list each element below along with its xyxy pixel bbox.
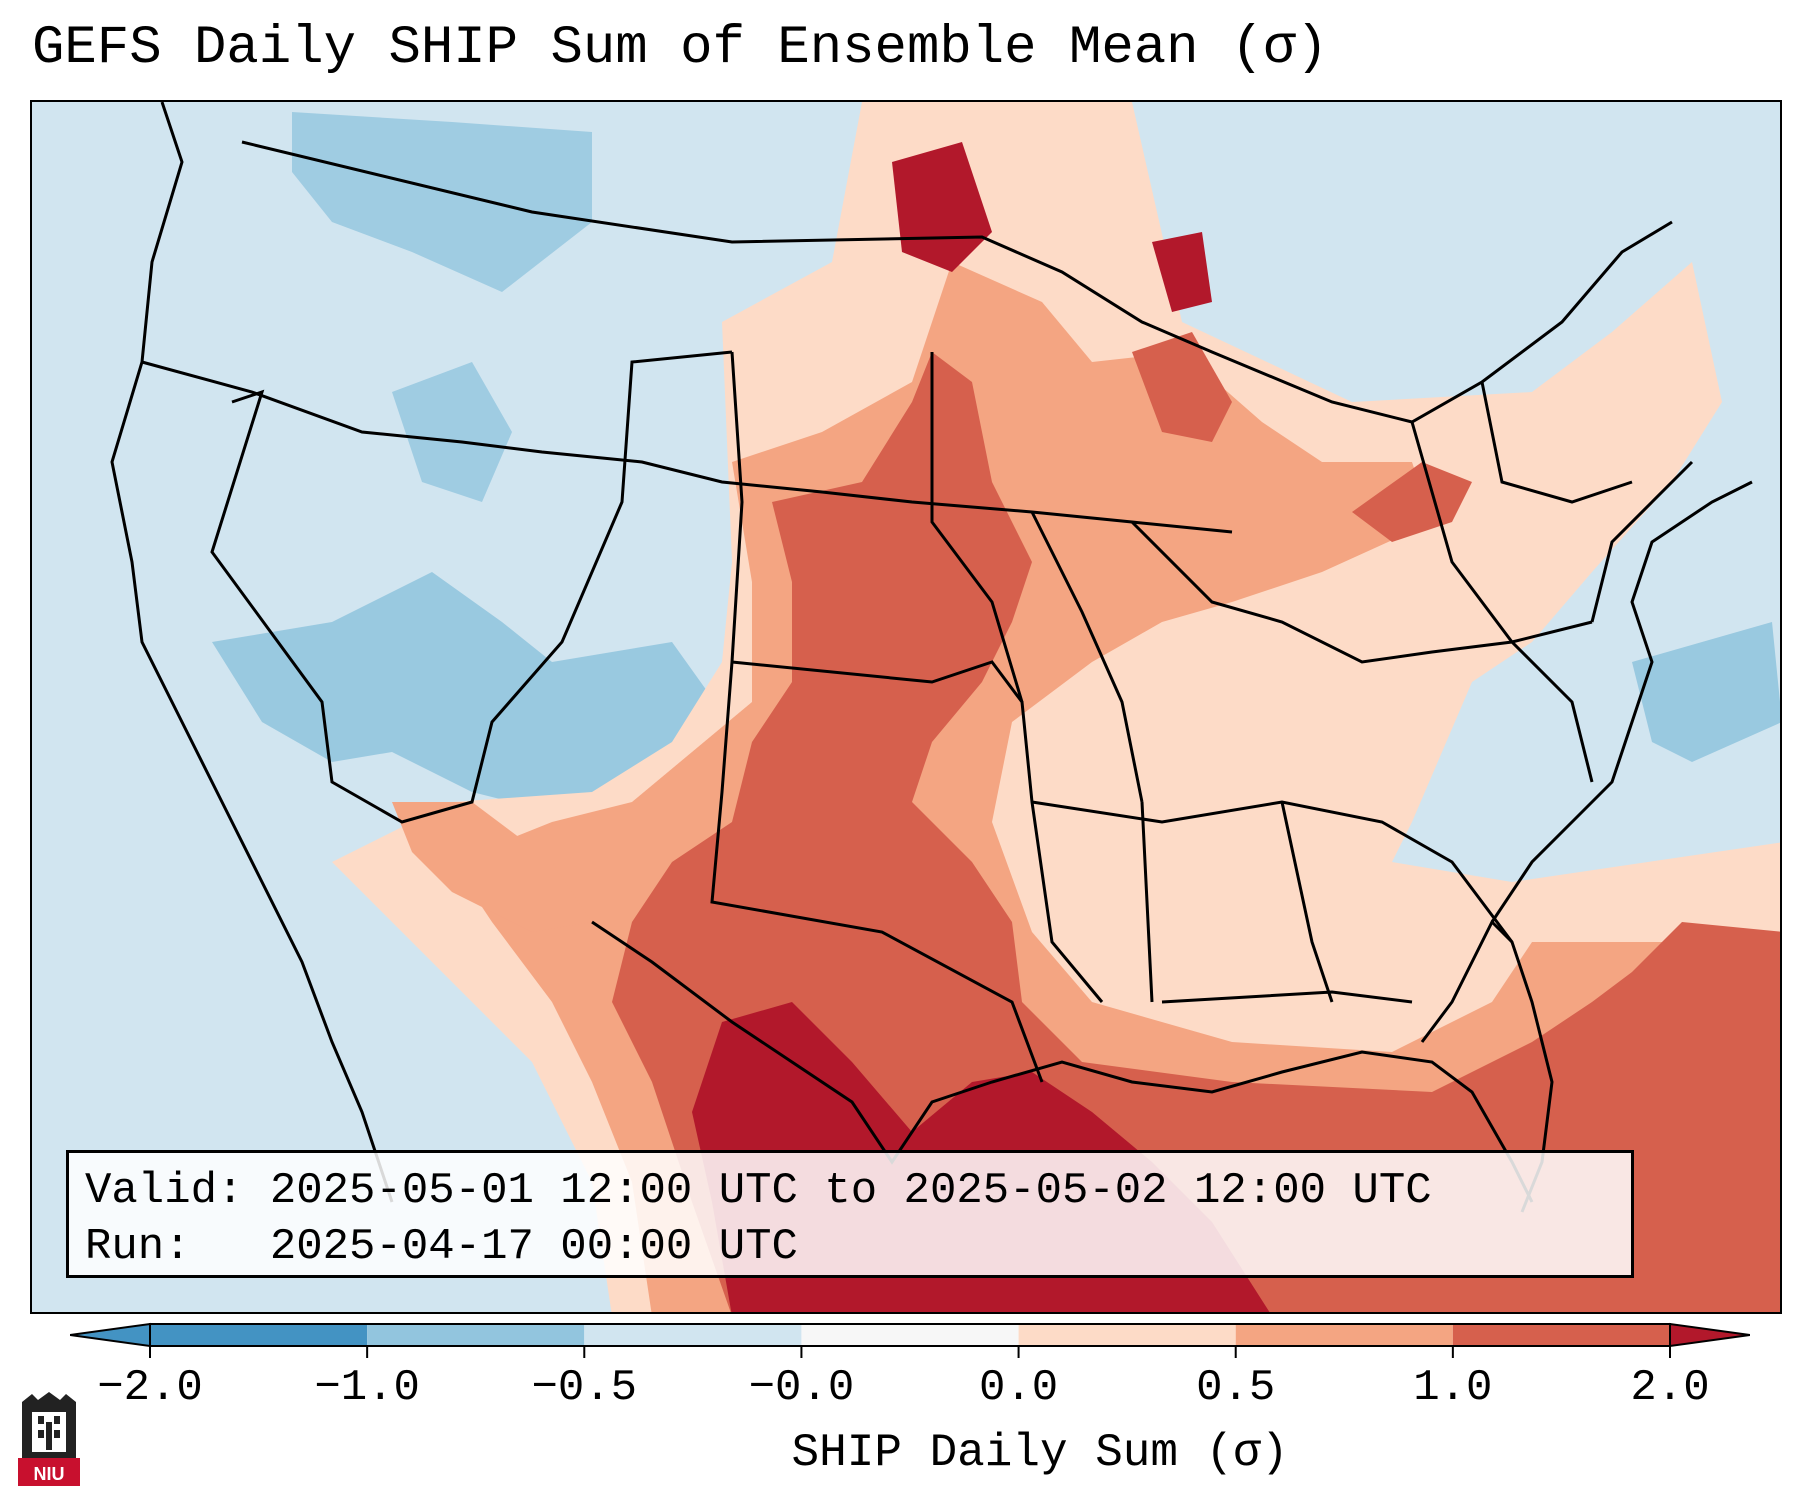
pos-anomaly-strong-greatlakes — [1132, 332, 1232, 442]
neg-anomaly-northwest — [292, 112, 592, 292]
colorbar-tick-label: −0.0 — [748, 1363, 855, 1413]
coastline-west — [110, 102, 394, 1203]
valid-value: 2025-05-01 12:00 UTC to 2025-05-02 12:00… — [269, 1166, 1432, 1216]
gulf-coastline — [591, 920, 1534, 1203]
niu-logo: NIU — [18, 1392, 80, 1486]
map-title: GEFS Daily SHIP Sum of Ensemble Mean (σ) — [32, 18, 1329, 79]
pos-anomaly-southwest — [392, 802, 592, 932]
valid-line: Valid: 2025-05-01 12:00 UTC to 2025-05-0… — [85, 1163, 1631, 1219]
colorbar-tick-label: 1.0 — [1413, 1363, 1493, 1413]
valid-run-info-box: Valid: 2025-05-01 12:00 UTC to 2025-05-0… — [66, 1150, 1634, 1278]
state-lines-central — [710, 351, 1044, 1083]
colorbar-tick-label: 2.0 — [1630, 1363, 1710, 1413]
colorbar-tick-label: −2.0 — [97, 1363, 203, 1413]
colorbar-segment — [1018, 1324, 1236, 1346]
pos-anomaly-darkest-up — [1152, 232, 1212, 312]
state-boundaries — [110, 102, 1753, 1213]
colorbar-tick-label: −1.0 — [314, 1363, 420, 1413]
neg-anomaly-west — [212, 572, 722, 822]
colorbar-segment — [584, 1324, 802, 1346]
colorbar-segment — [367, 1324, 585, 1346]
state-lines-mountain — [210, 350, 733, 824]
state-lines-west — [141, 360, 1233, 534]
colorbar-segment — [801, 1324, 1019, 1346]
run-label: Run: — [85, 1222, 191, 1272]
colorbar-tick-label: 0.5 — [1196, 1363, 1276, 1413]
florida-peninsula — [1420, 919, 1554, 1213]
colorbar-tick-label: 0.0 — [978, 1363, 1059, 1413]
run-line: Run: 2025-04-17 00:00 UTC — [85, 1219, 1631, 1275]
logo-text: NIU — [34, 1464, 65, 1484]
neg-anomaly-idaho — [392, 362, 512, 502]
colorbar-border — [149, 1323, 1671, 1347]
anomaly-map — [110, 102, 1780, 1312]
colorbar-segment — [1235, 1324, 1453, 1346]
valid-label: Valid: — [85, 1166, 244, 1216]
map-panel — [30, 100, 1782, 1314]
colorbar — [70, 1322, 1750, 1358]
colorbar-axis-label: SHIP Daily Sum (σ) — [791, 1427, 1289, 1479]
state-lines-east — [1410, 381, 1694, 783]
neg-anomaly-atlantic — [1632, 622, 1780, 762]
atlantic-coastline — [1490, 480, 1753, 923]
run-value: 2025-04-17 00:00 UTC — [269, 1222, 798, 1272]
colorbar-segment — [150, 1324, 368, 1346]
colorbar-segment — [1452, 1324, 1670, 1346]
pos-anomaly-strong-plains — [612, 352, 1780, 1312]
colorbar-extend-low — [70, 1322, 151, 1348]
state-lines-south — [1031, 800, 1514, 1004]
us-canada-border — [241, 140, 1673, 424]
colorbar-tick-label: −0.5 — [531, 1363, 638, 1413]
colorbar-extend-high — [1669, 1322, 1750, 1348]
